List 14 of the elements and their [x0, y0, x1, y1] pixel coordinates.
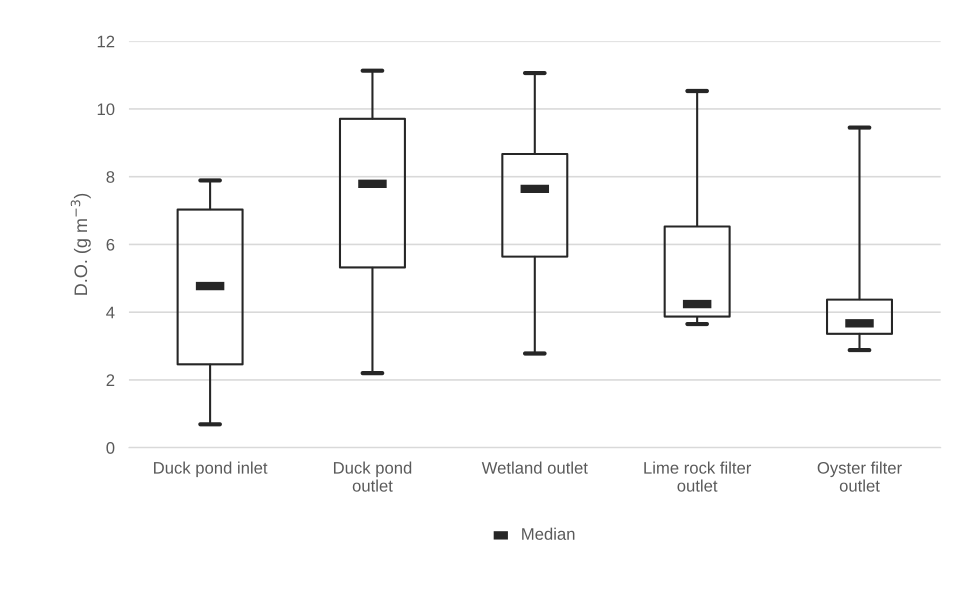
y-tick-label: 10 — [98, 103, 114, 116]
x-tick-label: Duck pond outlet — [334, 462, 412, 492]
y-axis-title: D.O. (g m$^{−3}$) — [70, 194, 91, 295]
y-tick-label: 6 — [106, 238, 114, 251]
y-tick-label: 4 — [106, 306, 115, 318]
x-tick-label: Lime rock filter outlet — [644, 462, 752, 492]
x-tick-label: Wetland outlet — [482, 462, 588, 474]
legend-label: Median — [522, 528, 574, 540]
x-tick-label: Oyster filter outlet — [818, 462, 902, 492]
y-tick-label: 8 — [106, 171, 114, 183]
y-tick-label: 2 — [106, 374, 114, 386]
x-tick-label: Duck pond inlet — [154, 462, 268, 478]
y-tick-label: 0 — [106, 442, 114, 454]
y-tick-label: 12 — [98, 36, 114, 48]
